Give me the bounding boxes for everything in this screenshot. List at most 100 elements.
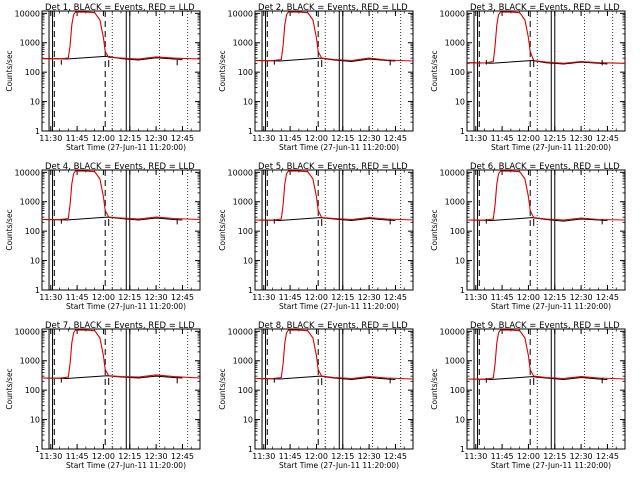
panel-3-series-lld xyxy=(467,11,625,64)
panel-8-xtick-label-4: 12:15 xyxy=(331,452,354,461)
panel-4-frame xyxy=(41,169,201,291)
panel-6-ylabel: Counts/sec xyxy=(430,209,439,250)
panel-4-ytick-label-4: 1000 xyxy=(20,198,40,207)
panel-9-xtick-label-6: 12:45 xyxy=(596,452,619,461)
panel-2-xlabel: Start Time (27-Jun-11 11:20:00) xyxy=(279,143,399,152)
panel-6-xtick-label-5: 12:30 xyxy=(570,293,593,302)
panel-3-title: Det 3, BLACK = Events, RED = LLD xyxy=(470,3,620,13)
panel-5-xtick-label-6: 12:45 xyxy=(384,293,407,302)
panel-7-xtick-label-4: 12:15 xyxy=(118,452,141,461)
panel-8-xtick-label-1: 11:30 xyxy=(252,452,275,461)
panel-3-xlabel: Start Time (27-Jun-11 11:20:00) xyxy=(491,143,611,152)
panel-9-xlabel: Start Time (27-Jun-11 11:20:00) xyxy=(491,461,611,470)
panel-2-xtick-label-2: 11:45 xyxy=(279,134,302,143)
panel-4-xtick-label-2: 11:45 xyxy=(66,293,89,302)
panel-7-ytick-label-5: 10000 xyxy=(15,327,40,336)
panel-7-ytick-label-3: 100 xyxy=(25,386,40,395)
panel-9-ytick-label-3: 100 xyxy=(450,386,465,395)
panel-7-xlabel: Start Time (27-Jun-11 11:20:00) xyxy=(66,461,186,470)
panel-6-ytick-label-2: 10 xyxy=(455,257,465,266)
panel-5-title: Det 5, BLACK = Events, RED = LLD xyxy=(258,162,408,172)
panel-4-ylabel: Counts/sec xyxy=(5,209,14,250)
panel-3-ytick-label-2: 10 xyxy=(455,98,465,107)
panel-1-xtick-label-3: 12:00 xyxy=(92,134,115,143)
panel-8-ytick-label-2: 10 xyxy=(243,416,253,425)
panel-9-xtick-label-4: 12:15 xyxy=(543,452,566,461)
panel-2-xtick-label-3: 12:00 xyxy=(305,134,328,143)
panel-5-series-lld xyxy=(255,170,413,221)
panel-6-xtick-label-3: 12:00 xyxy=(517,293,540,302)
panel-7-xtick-label-6: 12:45 xyxy=(171,452,194,461)
panel-1-xtick-label-6: 12:45 xyxy=(171,134,194,143)
panel-2-xtick-label-4: 12:15 xyxy=(331,134,354,143)
panel-6-xtick-label-6: 12:45 xyxy=(596,293,619,302)
panel-2-frame xyxy=(254,10,414,132)
panel-6-ytick-label-1: 1 xyxy=(460,286,465,295)
panel-6-ytick-label-3: 100 xyxy=(450,227,465,236)
panel-1-ytick-label-4: 1000 xyxy=(20,39,40,48)
panel-7-ytick-label-1: 1 xyxy=(35,445,40,454)
panel-8-ytick-label-1: 1 xyxy=(248,445,253,454)
panel-2-xtick-label-5: 12:30 xyxy=(358,134,381,143)
panel-1-xtick-label-5: 12:30 xyxy=(145,134,168,143)
panel-1-title: Det 1, BLACK = Events, RED = LLD xyxy=(45,3,195,13)
panel-2-ytick-label-5: 10000 xyxy=(228,9,253,18)
panel-1-ytick-label-3: 100 xyxy=(25,68,40,77)
panel-5-xtick-label-3: 12:00 xyxy=(305,293,328,302)
panel-1-ytick-label-5: 10000 xyxy=(15,9,40,18)
panel-9-xtick-label-1: 11:30 xyxy=(464,452,487,461)
panel-4-title: Det 4, BLACK = Events, RED = LLD xyxy=(45,162,195,172)
panel-6-xtick-label-1: 11:30 xyxy=(464,293,487,302)
panel-9-xtick-label-3: 12:00 xyxy=(517,452,540,461)
panel-3-xtick-label-1: 11:30 xyxy=(464,134,487,143)
panel-8-ylabel: Counts/sec xyxy=(218,368,227,409)
panel-9-ylabel: Counts/sec xyxy=(430,368,439,409)
panel-5-ytick-label-4: 1000 xyxy=(233,198,253,207)
panel-8-xtick-label-2: 11:45 xyxy=(279,452,302,461)
panel-4-xtick-label-3: 12:00 xyxy=(92,293,115,302)
panel-6-xlabel: Start Time (27-Jun-11 11:20:00) xyxy=(491,302,611,311)
panel-8-ytick-label-5: 10000 xyxy=(228,327,253,336)
panel-5-ylabel: Counts/sec xyxy=(218,209,227,250)
panel-2-ytick-label-4: 1000 xyxy=(233,39,253,48)
panel-1-frame xyxy=(41,10,201,132)
panel-2-ytick-label-1: 1 xyxy=(248,127,253,136)
panel-6-ytick-label-5: 10000 xyxy=(440,168,465,177)
panel-3-xtick-label-5: 12:30 xyxy=(570,134,593,143)
panel-1-xlabel: Start Time (27-Jun-11 11:20:00) xyxy=(66,143,186,152)
panel-9-xtick-label-2: 11:45 xyxy=(491,452,514,461)
panel-5-xtick-label-2: 11:45 xyxy=(279,293,302,302)
panel-4-xlabel: Start Time (27-Jun-11 11:20:00) xyxy=(66,302,186,311)
panel-7-frame xyxy=(41,328,201,450)
panel-1-ylabel: Counts/sec xyxy=(5,50,14,91)
panel-6-title: Det 6, BLACK = Events, RED = LLD xyxy=(470,162,620,172)
panel-5-xtick-label-1: 11:30 xyxy=(252,293,275,302)
panel-4-xtick-label-6: 12:45 xyxy=(171,293,194,302)
panel-2-series-lld xyxy=(255,11,413,62)
panel-7-ylabel: Counts/sec xyxy=(5,368,14,409)
panel-4-xtick-label-1: 11:30 xyxy=(39,293,62,302)
panel-8-xlabel: Start Time (27-Jun-11 11:20:00) xyxy=(279,461,399,470)
panel-3-ytick-label-5: 10000 xyxy=(440,9,465,18)
panel-1-xtick-label-2: 11:45 xyxy=(66,134,89,143)
panel-3-xtick-label-4: 12:15 xyxy=(543,134,566,143)
panel-9-frame xyxy=(466,328,626,450)
panel-2-ytick-label-3: 100 xyxy=(238,68,253,77)
panel-5-xtick-label-5: 12:30 xyxy=(358,293,381,302)
panel-3-xtick-label-3: 12:00 xyxy=(517,134,540,143)
panel-1-xtick-label-4: 12:15 xyxy=(118,134,141,143)
panel-6-frame xyxy=(466,169,626,291)
panel-5-ytick-label-5: 10000 xyxy=(228,168,253,177)
panel-3-xtick-label-6: 12:45 xyxy=(596,134,619,143)
panel-4-ytick-label-5: 10000 xyxy=(15,168,40,177)
panel-9-title: Det 9, BLACK = Events, RED = LLD xyxy=(470,321,620,331)
panel-9-ytick-label-1: 1 xyxy=(460,445,465,454)
panel-3-ytick-label-3: 100 xyxy=(450,68,465,77)
panel-5-ytick-label-1: 1 xyxy=(248,286,253,295)
panel-4-xtick-label-4: 12:15 xyxy=(118,293,141,302)
panel-7-xtick-label-2: 11:45 xyxy=(66,452,89,461)
panel-7-ytick-label-2: 10 xyxy=(30,416,40,425)
panel-7-series-lld xyxy=(42,329,200,379)
panel-6-ytick-label-4: 1000 xyxy=(445,198,465,207)
